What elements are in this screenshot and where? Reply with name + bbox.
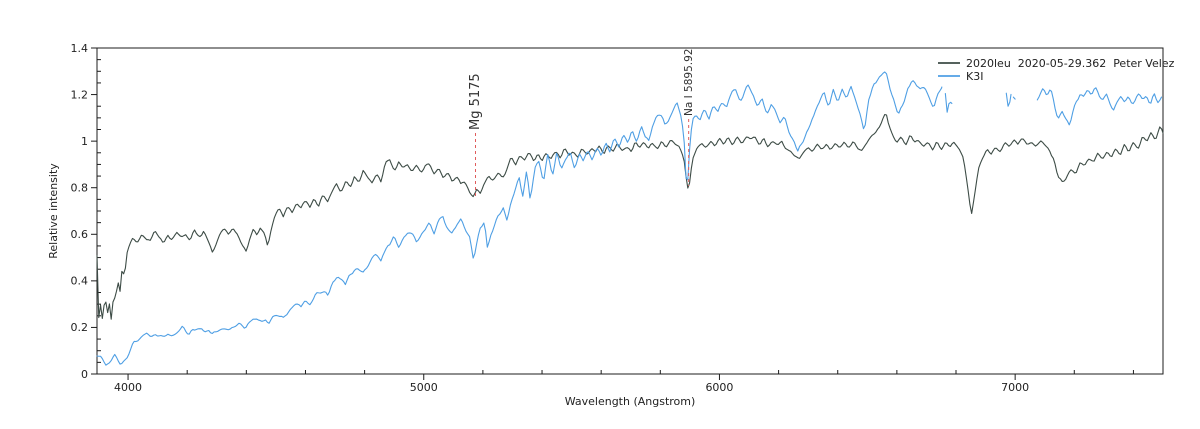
x-tick-label: 7000 bbox=[1001, 381, 1029, 394]
series-k3i bbox=[1012, 96, 1016, 100]
y-tick-label: 0.2 bbox=[71, 321, 89, 334]
series-k3i bbox=[1005, 92, 1012, 107]
chart-dynamic-layer: 4000 5000 6000 7000 0 0.2 0.4 0.6 0.8 1 1.2 1.4 Mg 5… bbox=[71, 42, 1164, 394]
series-k3i bbox=[1036, 87, 1163, 126]
y-tick-label: 1 bbox=[81, 135, 88, 148]
x-tick-label: 4000 bbox=[114, 381, 142, 394]
series-k3i bbox=[944, 93, 953, 113]
x-tick-label: 5000 bbox=[410, 381, 438, 394]
y-tick-label: 0 bbox=[81, 368, 88, 381]
legend-label-k3i: K3I bbox=[966, 70, 983, 83]
x-axis-title: Wavelength (Angstrom) bbox=[565, 395, 696, 408]
legend-label-2020leu: 2020leu 2020-05-29.362 Peter Velez bbox=[966, 57, 1175, 70]
plot-frame bbox=[96, 47, 1164, 375]
y-axis-title: Relative intensity bbox=[47, 163, 60, 259]
series-k3i bbox=[96, 71, 943, 366]
y-tick-label: 1.4 bbox=[71, 42, 89, 55]
y-tick-label: 0.8 bbox=[71, 182, 89, 195]
y-tick-label: 0.6 bbox=[71, 228, 89, 241]
annotation-label-mg: Mg 5175 bbox=[468, 73, 483, 130]
y-tick-label: 1.2 bbox=[71, 88, 89, 101]
y-tick-label: 0.4 bbox=[71, 275, 89, 288]
annotation-label-na: Na I 5895.92 bbox=[683, 49, 695, 116]
series-2020leu bbox=[96, 113, 1164, 320]
x-tick-label: 6000 bbox=[705, 381, 733, 394]
legend: 2020leu 2020-05-29.362 Peter Velez K3I bbox=[938, 57, 1175, 83]
